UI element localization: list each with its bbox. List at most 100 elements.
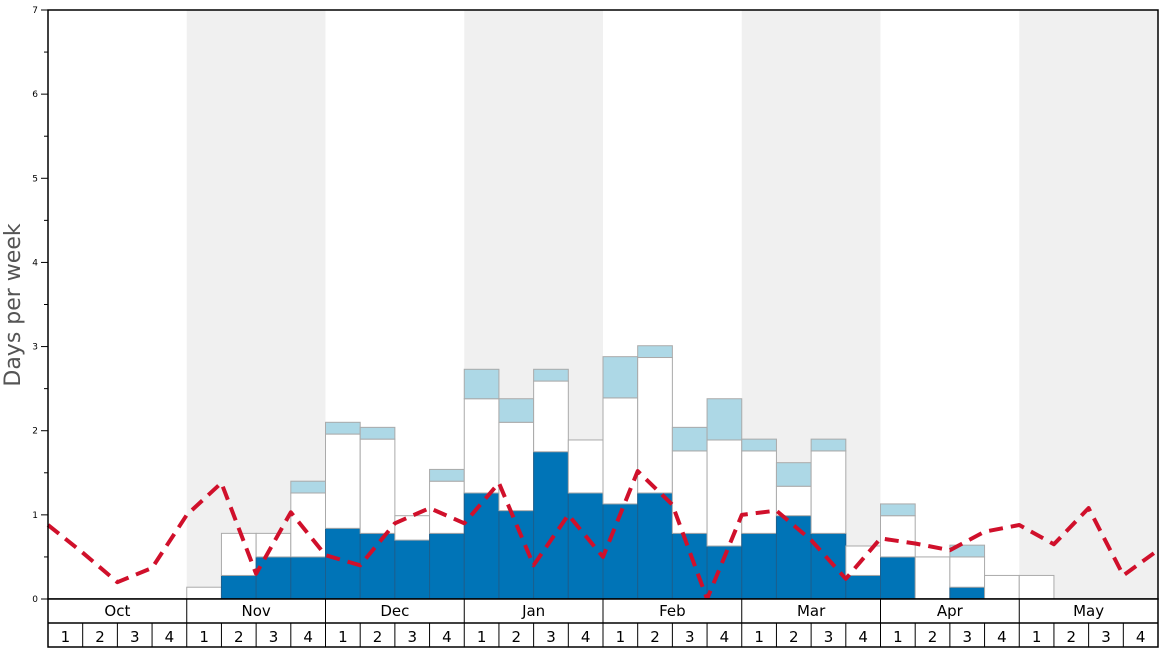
month-label: Oct: [104, 602, 130, 620]
week-label: 2: [95, 628, 105, 646]
bar-segment: [671, 532, 708, 600]
bar-segment: [602, 356, 639, 399]
week-label: 1: [199, 628, 209, 646]
week-label: 4: [581, 628, 591, 646]
bar-segment: [637, 492, 673, 600]
y-tick-label: 7: [32, 6, 38, 16]
week-label: 3: [269, 628, 279, 646]
month-label: Dec: [380, 602, 409, 620]
week-label: 4: [858, 628, 868, 646]
bar-segment: [394, 539, 431, 600]
week-label: 3: [824, 628, 834, 646]
bar-segment: [775, 515, 812, 600]
week-label: 2: [234, 628, 244, 646]
week-label: 2: [789, 628, 799, 646]
week-label: 3: [130, 628, 140, 646]
bar-segment: [429, 468, 465, 482]
bar-segment: [325, 433, 361, 529]
bar-segment: [637, 357, 673, 494]
week-label: 1: [616, 628, 626, 646]
bar-segment: [567, 492, 604, 600]
bar-segment: [463, 492, 500, 600]
bar-segment: [845, 574, 881, 600]
bar-segment: [186, 586, 222, 600]
bar-segment: [533, 380, 569, 453]
bar-segment: [880, 503, 916, 517]
y-tick-label: 0: [32, 595, 38, 605]
bar-segment: [880, 515, 916, 558]
week-label: 4: [442, 628, 452, 646]
week-label: 4: [303, 628, 313, 646]
bar-segment: [533, 368, 569, 382]
bar-segment: [984, 574, 1020, 600]
bar-segment: [671, 426, 708, 452]
y-tick-label: 4: [32, 258, 38, 268]
bar-segment: [741, 532, 777, 600]
week-label: 4: [165, 628, 175, 646]
bar-segment: [567, 439, 604, 494]
bar-segment: [810, 438, 847, 452]
y-tick-label: 6: [32, 90, 38, 100]
bar-segment: [706, 398, 743, 441]
bar-segment: [775, 485, 812, 517]
y-tick-label: 1: [32, 511, 38, 521]
bar-segment: [949, 586, 986, 600]
bars-layer: [186, 345, 1055, 600]
week-label: 1: [893, 628, 903, 646]
bar-segment: [637, 345, 673, 359]
bar-segment: [463, 368, 500, 400]
bar-segment: [463, 398, 500, 494]
week-label: 2: [650, 628, 660, 646]
bar-segment: [255, 532, 292, 558]
month-label: Nov: [241, 602, 270, 620]
bar-segment: [290, 556, 326, 600]
y-axis-label: Days per week: [1, 223, 26, 386]
week-label: 4: [720, 628, 730, 646]
bar-segment: [810, 450, 847, 534]
bar-segment: [359, 426, 396, 440]
bar-segment: [220, 532, 257, 576]
week-label: 1: [477, 628, 487, 646]
y-tick-label: 2: [32, 427, 38, 437]
week-label: 4: [1136, 628, 1146, 646]
bar-segment: [255, 556, 292, 600]
bar-segment: [880, 556, 916, 600]
month-shade-band: [1019, 10, 1158, 599]
month-label: Feb: [659, 602, 686, 620]
bar-segment: [949, 556, 986, 588]
week-label: 2: [373, 628, 383, 646]
bar-segment: [498, 398, 535, 423]
week-label: 1: [338, 628, 348, 646]
bar-segment: [602, 397, 639, 505]
week-label: 1: [1032, 628, 1042, 646]
bar-segment: [602, 503, 639, 600]
bar-segment: [1018, 574, 1055, 600]
week-label: 3: [962, 628, 972, 646]
bar-segment: [914, 556, 951, 600]
month-label: Mar: [797, 602, 826, 620]
month-label: Apr: [937, 602, 964, 620]
bar-segment: [498, 421, 535, 512]
week-label: 2: [512, 628, 522, 646]
y-ticks-layer: 0 1 2 3 4 5 6 7: [32, 6, 48, 605]
month-label: Jan: [521, 602, 545, 620]
week-label: 3: [685, 628, 695, 646]
line-layer: [46, 469, 1160, 601]
week-label: 2: [1067, 628, 1077, 646]
week-label: 1: [754, 628, 764, 646]
week-label: 3: [407, 628, 417, 646]
month-label: May: [1073, 602, 1104, 620]
bar-segment: [220, 574, 257, 600]
y-tick-label: 3: [32, 343, 38, 353]
week-label: 4: [997, 628, 1007, 646]
bar-segment: [706, 439, 743, 547]
bar-segment: [429, 532, 465, 600]
bar-segment: [741, 450, 777, 534]
dashed-series-line: [46, 469, 1160, 601]
bar-segment: [741, 438, 777, 452]
week-label: 3: [1101, 628, 1111, 646]
week-label: 1: [61, 628, 71, 646]
bar-segment: [429, 480, 465, 534]
